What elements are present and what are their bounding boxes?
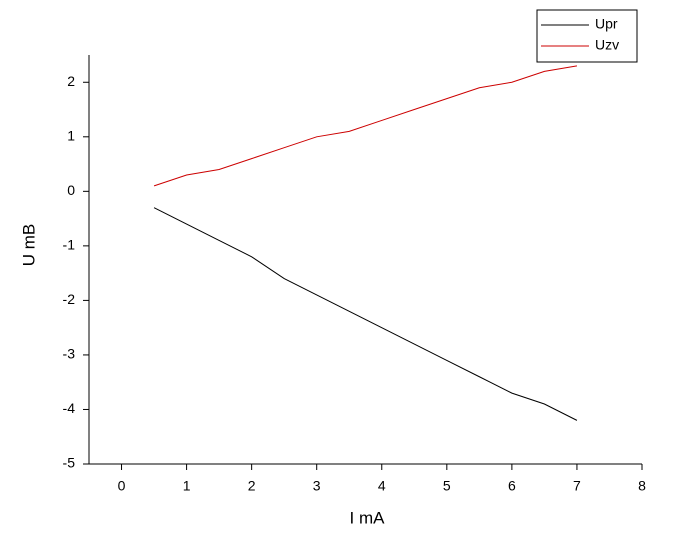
x-tick-label: 1 (183, 478, 191, 494)
y-tick-label: -2 (63, 291, 76, 307)
x-tick-label: 0 (118, 478, 126, 494)
x-tick-label: 5 (443, 478, 451, 494)
series-line (153, 65, 578, 187)
x-tick-label: 3 (313, 478, 321, 494)
y-tick-label: -5 (63, 455, 76, 471)
legend-box (536, 9, 638, 63)
y-tick-label: 2 (67, 73, 75, 89)
x-tick-label: 8 (638, 478, 646, 494)
y-tick-label: -1 (63, 237, 76, 253)
x-tick-label: 7 (573, 478, 581, 494)
legend-label: Upr (595, 16, 618, 32)
x-tick-label: 4 (378, 478, 386, 494)
x-tick-label: 6 (508, 478, 516, 494)
y-tick-label: -3 (63, 346, 76, 362)
y-tick-label: 0 (67, 182, 75, 198)
y-tick-label: -4 (63, 400, 76, 416)
x-tick-label: 2 (248, 478, 256, 494)
series-line (153, 207, 578, 421)
legend-label: Uzv (595, 37, 619, 53)
y-tick-label: 1 (67, 128, 75, 144)
x-axis-label: I mA (350, 508, 386, 527)
y-axis-label: U mB (19, 224, 38, 267)
